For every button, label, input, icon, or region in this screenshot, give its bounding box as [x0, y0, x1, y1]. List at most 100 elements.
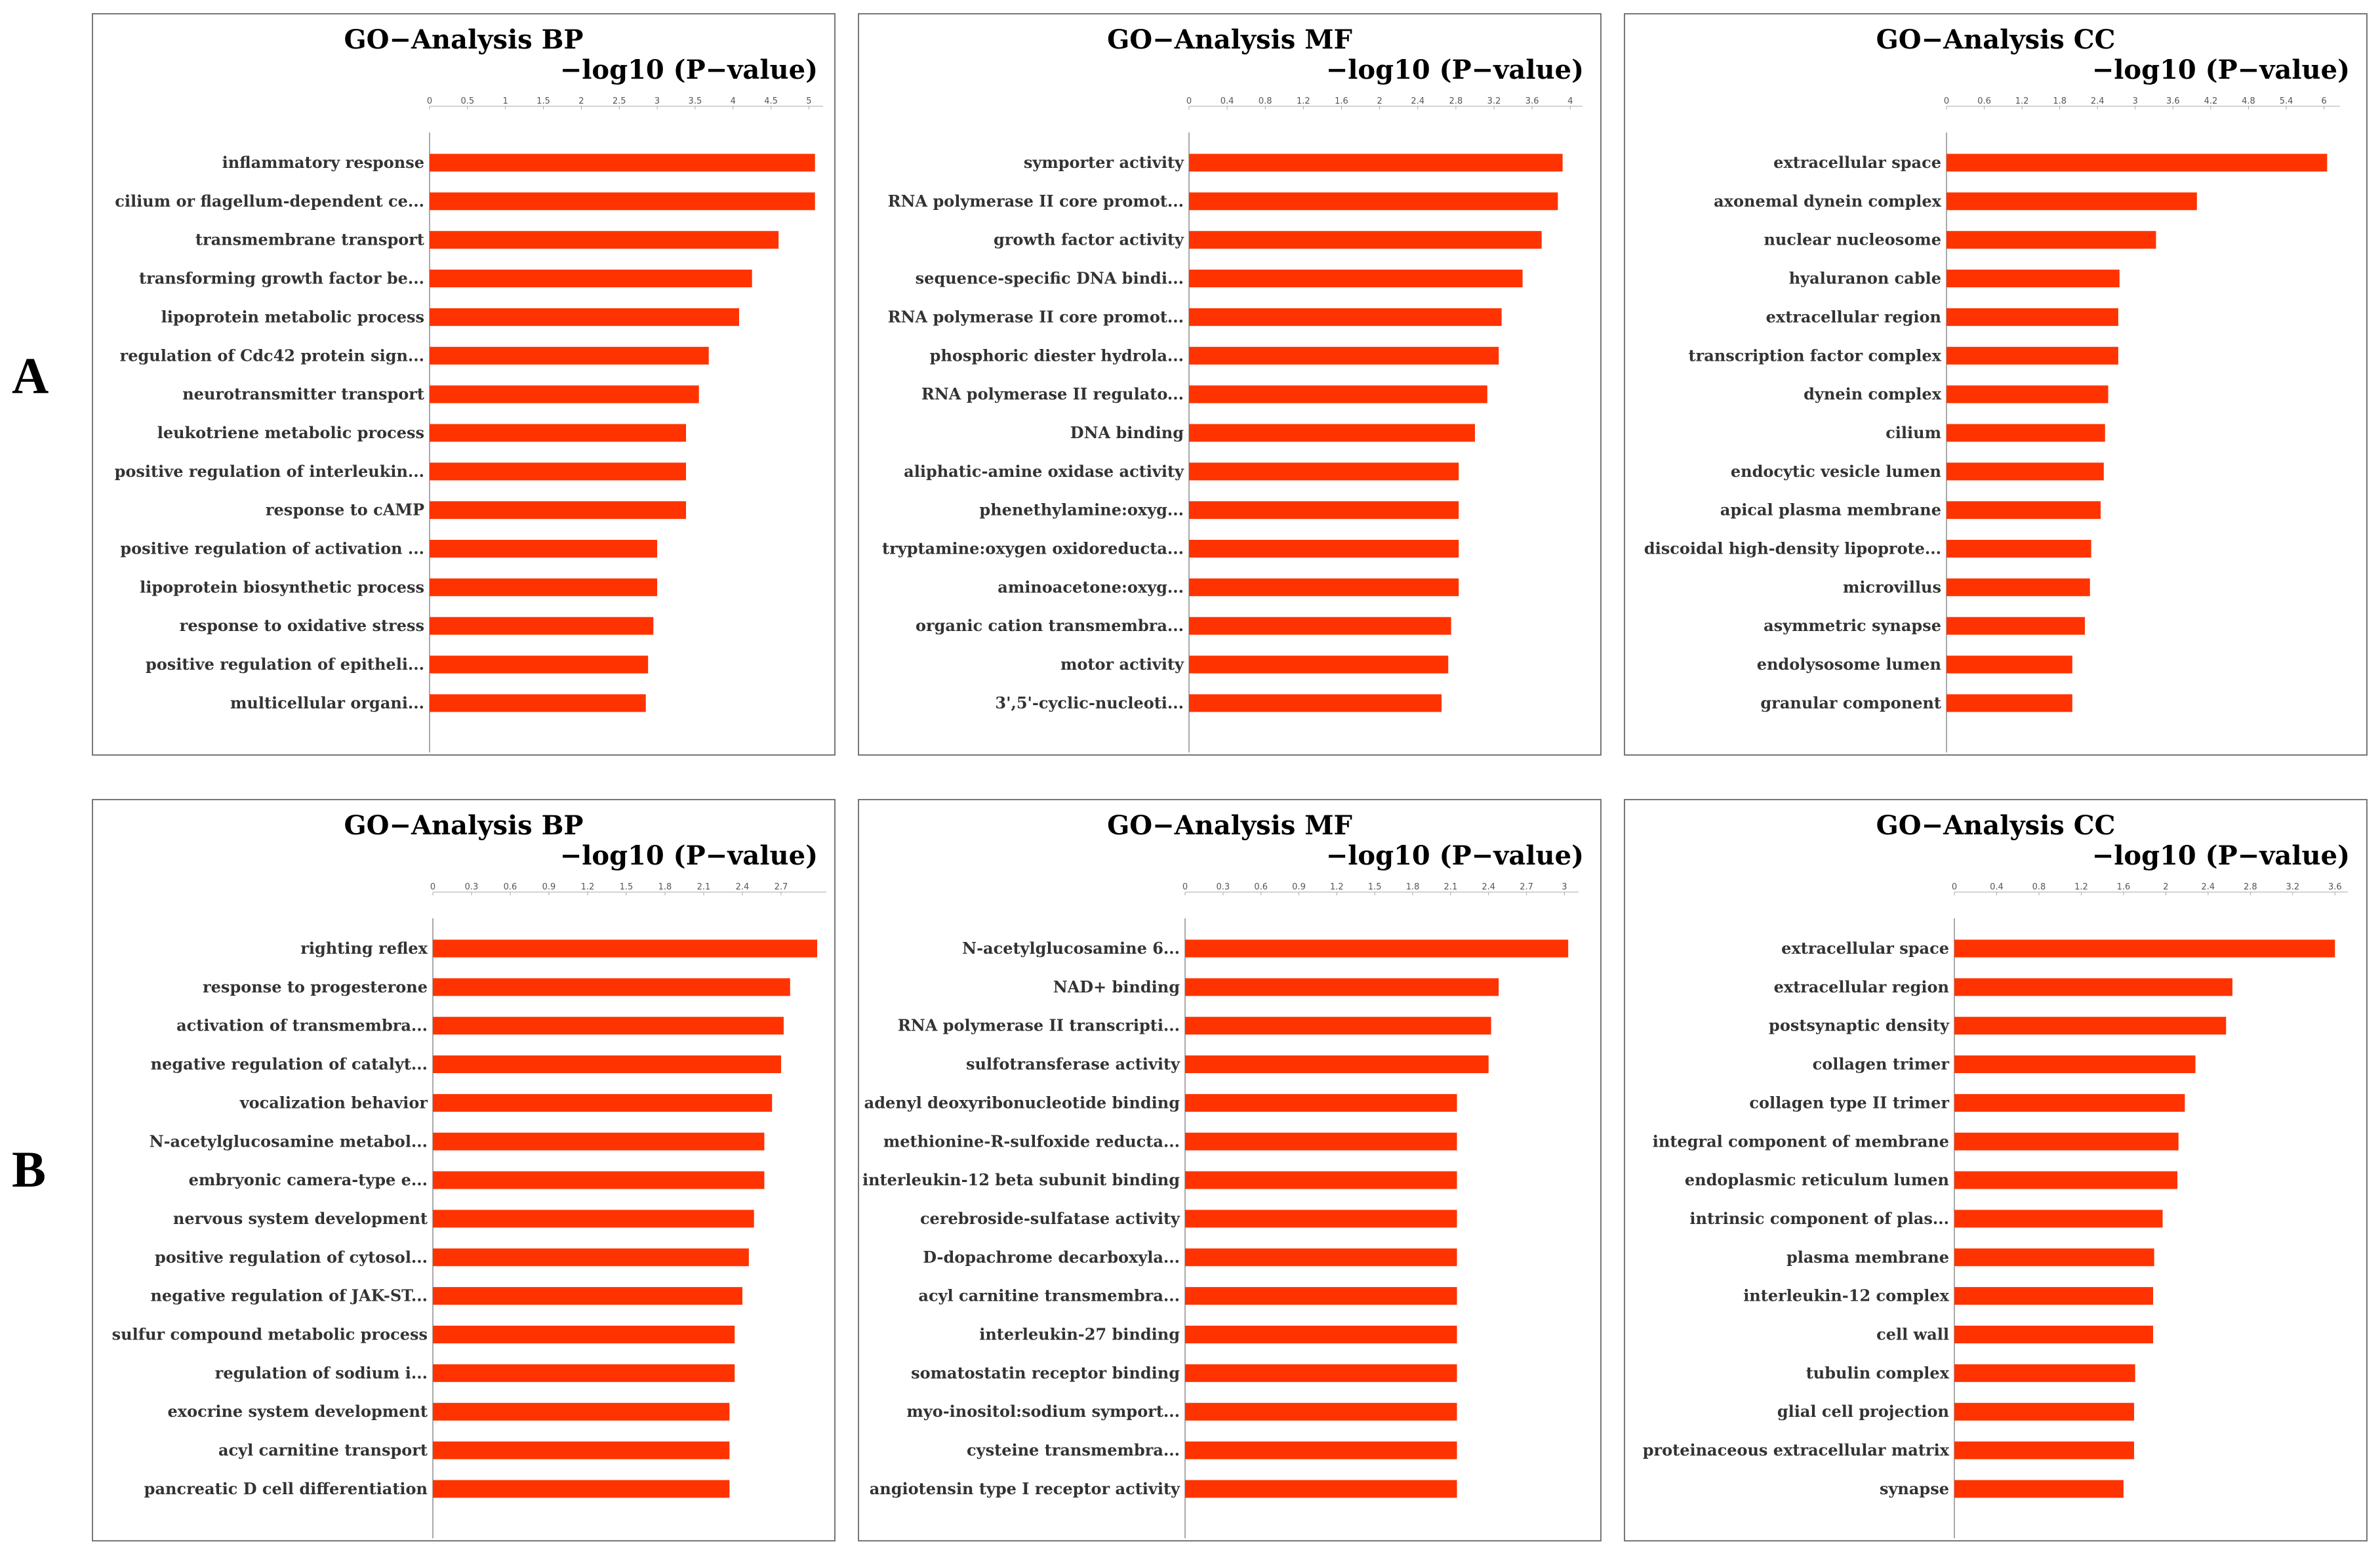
- bar: [1954, 1402, 2135, 1421]
- x-tick-label: 1.2: [2074, 882, 2088, 892]
- x-tick-label: 0.6: [1254, 882, 1268, 892]
- bar: [1189, 385, 1487, 403]
- x-tick-label: 1.8: [2053, 96, 2067, 106]
- category-label: adenyl deoxyribonucleotide binding: [864, 1093, 1180, 1112]
- x-axis-label: −log10 (P−value): [560, 840, 818, 871]
- category-label: vocalization behavior: [239, 1093, 428, 1112]
- category-label: positive regulation of interleukin...: [115, 462, 424, 481]
- x-tick-label: 2.4: [2202, 882, 2215, 892]
- bar: [1189, 346, 1499, 365]
- bar: [433, 1132, 765, 1151]
- bar: [1185, 1480, 1457, 1498]
- category-label: aminoacetone:oxyg...: [998, 577, 1184, 596]
- category-label: aliphatic-amine oxidase activity: [904, 462, 1184, 481]
- bar: [433, 1055, 781, 1074]
- bar: [1189, 153, 1563, 172]
- bar: [433, 1480, 730, 1498]
- x-tick-label: 3.2: [1487, 96, 1501, 106]
- category-label: lipoprotein metabolic process: [161, 307, 424, 326]
- bar: [430, 346, 709, 365]
- chart-a-cc: GO−Analysis CC−log10 (P−value) 0 0.6 1.2 1.8…: [1644, 24, 2350, 752]
- x-tick-label: 1: [503, 96, 508, 106]
- chart-b-cc: GO−Analysis CC−log10 (P−value) 0 0.4 0.8 1.2…: [1643, 810, 2350, 1538]
- bar: [430, 308, 739, 326]
- bar: [1189, 308, 1502, 326]
- category-label: phosphoric diester hydrola...: [930, 346, 1184, 365]
- x-tick-label: 5: [806, 96, 811, 106]
- bar: [430, 153, 815, 172]
- chart-panel-b-mf: GO−Analysis MF −log10 (P−value) 0 0.3 0.6 0.9…: [858, 799, 1602, 1541]
- bar: [430, 694, 646, 712]
- bar: [1946, 655, 2072, 674]
- category-label: acyl carnitine transport: [218, 1440, 428, 1459]
- x-tick-label: 0: [427, 96, 432, 106]
- bar: [1946, 540, 2091, 558]
- category-label: 3',5'-cyclic-nucleoti...: [995, 693, 1184, 712]
- category-label: inflammatory response: [222, 153, 424, 172]
- bar: [1946, 501, 2101, 520]
- bar: [1946, 694, 2072, 712]
- bar: [1946, 231, 2156, 249]
- bar: [1185, 1210, 1457, 1228]
- category-label: positive regulation of epitheli...: [146, 655, 424, 674]
- bar: [433, 1287, 742, 1305]
- category-label: NAD+ binding: [1053, 977, 1180, 996]
- category-label: proteinaceous extracellular matrix: [1643, 1440, 1950, 1459]
- x-tick-label: 2.4: [2091, 96, 2105, 106]
- x-tick-label: 3.5: [689, 96, 702, 106]
- bar: [1189, 231, 1542, 249]
- bar: [1185, 1055, 1489, 1074]
- category-label: cell wall: [1876, 1325, 1949, 1344]
- category-label: motor activity: [1060, 655, 1184, 674]
- category-label: response to progesterone: [203, 977, 428, 996]
- bar: [1189, 424, 1475, 442]
- category-label: acyl carnitine transmembra...: [918, 1286, 1180, 1305]
- category-label: methionine-R-sulfoxide reducta...: [883, 1132, 1180, 1151]
- bar: [433, 1248, 749, 1267]
- x-tick-label: 2.7: [1520, 882, 1533, 892]
- bar: [1189, 694, 1442, 712]
- category-label: N-acetylglucosamine 6...: [962, 939, 1180, 958]
- bar: [1189, 617, 1451, 635]
- chart-b-mf: GO−Analysis MF−log10 (P−value) 0 0.3 0.6 0.9…: [862, 810, 1584, 1538]
- category-label: RNA polymerase II core promot...: [888, 192, 1184, 211]
- chart-panel-a-cc: GO−Analysis CC −log10 (P−value) 0 0.6 1.2 1.8…: [1624, 13, 2368, 756]
- category-label: response to cAMP: [266, 500, 424, 520]
- bar: [433, 939, 818, 958]
- bar: [1954, 1480, 2124, 1498]
- bar: [1946, 617, 2086, 635]
- bar: [1946, 308, 2118, 326]
- category-label: collagen type II trimer: [1749, 1093, 1949, 1112]
- category-label: lipoprotein biosynthetic process: [140, 577, 424, 596]
- row-label-a: A: [12, 347, 49, 404]
- category-label: postsynaptic density: [1769, 1016, 1950, 1035]
- category-label: endolysosome lumen: [1757, 655, 1941, 674]
- bar: [433, 1402, 730, 1421]
- x-tick-label: 2: [2163, 882, 2168, 892]
- bar: [430, 424, 687, 442]
- x-tick-label: 3.6: [2166, 96, 2180, 106]
- category-label: angiotensin type I receptor activity: [870, 1479, 1180, 1498]
- x-tick-label: 4.5: [764, 96, 778, 106]
- category-label: RNA polymerase II transcripti...: [898, 1016, 1180, 1035]
- bar: [1946, 424, 2105, 442]
- chart-title: GO−Analysis CC: [1876, 810, 2116, 841]
- bar: [1189, 462, 1459, 481]
- bar: [1185, 1364, 1457, 1382]
- category-label: embryonic camera-type e...: [189, 1170, 428, 1189]
- bar: [433, 1093, 773, 1112]
- chart-title: GO−Analysis BP: [344, 810, 583, 841]
- chart-a-mf: GO−Analysis MF−log10 (P−value) 0 0.4 0.8 1.2…: [882, 24, 1584, 752]
- x-tick-label: 4.2: [2204, 96, 2218, 106]
- x-tick-label: 1.8: [1406, 882, 1420, 892]
- category-label: microvillus: [1843, 577, 1941, 596]
- bar: [1185, 1441, 1457, 1459]
- bar: [1946, 462, 2104, 481]
- chart-title: GO−Analysis BP: [344, 24, 583, 55]
- category-label: pancreatic D cell differentiation: [144, 1479, 428, 1498]
- bar: [1946, 153, 2328, 172]
- x-axis-label: −log10 (P−value): [2092, 840, 2350, 871]
- category-label: nervous system development: [173, 1209, 428, 1228]
- category-label: symporter activity: [1024, 153, 1184, 172]
- x-tick-label: 0.6: [504, 882, 517, 892]
